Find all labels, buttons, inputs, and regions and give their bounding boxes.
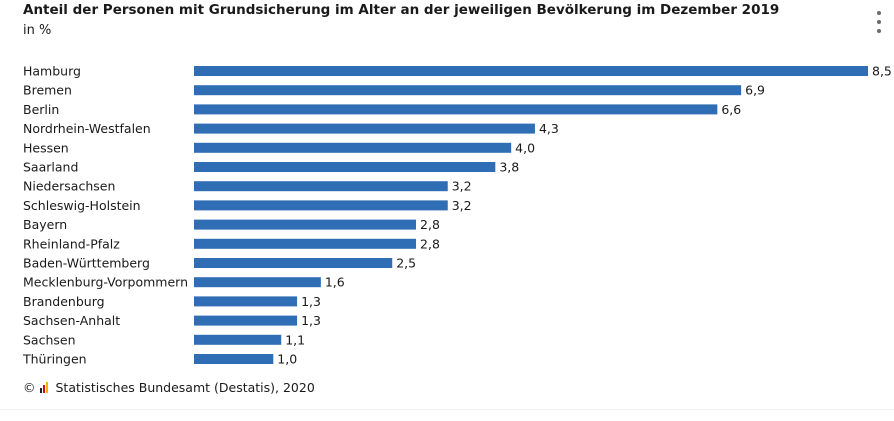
value-label: 1,1 xyxy=(285,332,305,347)
bar[interactable] xyxy=(194,296,298,307)
source-text: Statistisches Bundesamt (Destatis), 2020 xyxy=(55,380,315,395)
category-label: Saarland xyxy=(23,160,78,175)
category-label: Bayern xyxy=(23,217,67,232)
value-label: 1,3 xyxy=(301,294,321,309)
copyright-symbol: © xyxy=(23,380,36,395)
value-label: 4,3 xyxy=(539,121,559,136)
menu-dot xyxy=(877,20,881,24)
menu-dot xyxy=(877,29,881,33)
bar[interactable] xyxy=(194,123,535,134)
destatis-logo-icon xyxy=(39,382,52,393)
value-label: 2,5 xyxy=(396,256,416,271)
bar[interactable] xyxy=(194,315,298,326)
category-label: Thüringen xyxy=(22,352,87,367)
bar[interactable] xyxy=(194,66,868,76)
bar[interactable] xyxy=(194,142,512,153)
value-label: 1,6 xyxy=(325,275,345,290)
value-label: 3,2 xyxy=(452,179,472,194)
category-label: Rheinland-Pfalz xyxy=(23,236,120,251)
value-label: 1,0 xyxy=(277,352,297,367)
category-label: Mecklenburg-Vorpommern xyxy=(23,275,188,290)
value-label: 3,8 xyxy=(499,160,519,175)
bar[interactable] xyxy=(194,85,742,96)
category-label: Hamburg xyxy=(23,64,81,79)
value-label: 6,6 xyxy=(721,102,741,117)
category-label: Hessen xyxy=(23,140,69,155)
category-label: Berlin xyxy=(23,102,59,117)
category-label: Brandenburg xyxy=(23,294,105,309)
bar[interactable] xyxy=(194,162,496,172)
chart-unit-label: in % xyxy=(23,23,52,38)
bar[interactable] xyxy=(194,258,393,268)
value-label: 4,0 xyxy=(515,140,535,155)
category-label: Sachsen xyxy=(23,332,76,347)
value-label: 6,9 xyxy=(745,83,765,98)
value-label: 2,8 xyxy=(420,217,440,232)
bar[interactable] xyxy=(194,238,417,249)
bar[interactable] xyxy=(194,354,274,364)
bar-chart: Hamburg 8,5 Bremen 6,9 Berlin 6,6 Nordrhein-We… xyxy=(22,64,892,367)
value-label: 8,5 xyxy=(872,64,892,79)
bar[interactable] xyxy=(194,200,448,211)
menu-dot xyxy=(877,11,881,15)
bottom-divider xyxy=(0,409,894,410)
category-label: Baden-Württemberg xyxy=(23,256,150,271)
bar[interactable] xyxy=(194,277,321,288)
category-label: Bremen xyxy=(23,83,72,98)
value-label: 2,8 xyxy=(420,236,440,251)
bar[interactable] xyxy=(194,104,718,115)
value-label: 1,3 xyxy=(301,313,321,328)
category-label: Sachsen-Anhalt xyxy=(23,313,120,328)
category-label: Schleswig-Holstein xyxy=(23,198,141,213)
more-vertical-icon[interactable] xyxy=(876,11,882,33)
category-label: Niedersachsen xyxy=(23,179,115,194)
chart-title: Anteil der Personen mit Grundsicherung i… xyxy=(23,2,780,18)
source-footer: © Statistisches Bundesamt (Destatis), 20… xyxy=(23,380,315,395)
category-label: Nordrhein-Westfalen xyxy=(23,121,151,136)
bar[interactable] xyxy=(194,181,448,192)
bar[interactable] xyxy=(194,334,282,345)
bar[interactable] xyxy=(194,219,417,230)
value-label: 3,2 xyxy=(452,198,472,213)
